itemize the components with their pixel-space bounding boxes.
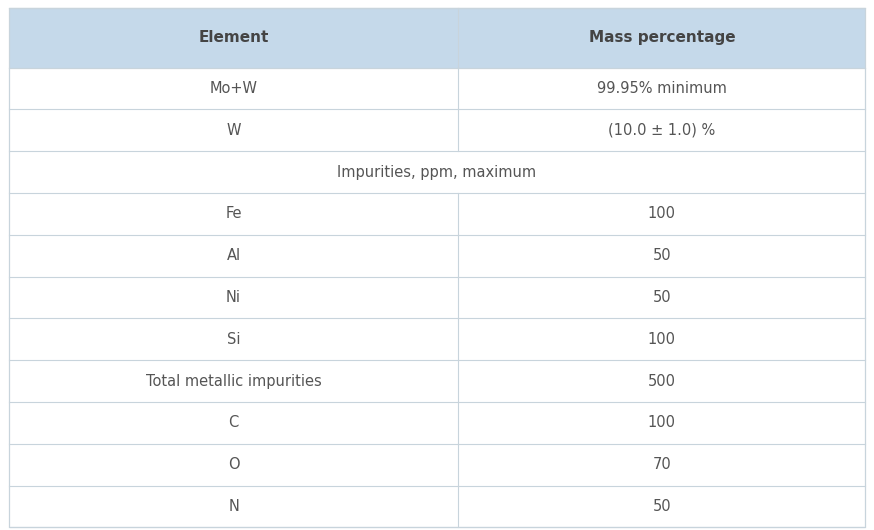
Text: 100: 100 [648,207,676,222]
Bar [9,319,865,360]
Text: Element: Element [198,30,269,46]
Text: Fe: Fe [225,207,242,222]
Text: (10.0 ± 1.0) %: (10.0 ± 1.0) % [608,123,716,138]
Text: 100: 100 [648,332,676,347]
Text: 100: 100 [648,416,676,430]
Text: Si: Si [227,332,240,347]
Text: C: C [228,416,239,430]
Bar [9,402,865,444]
Bar [9,235,865,277]
Bar [9,68,865,110]
Text: 50: 50 [653,290,671,305]
Text: O: O [228,457,239,472]
Bar [9,485,865,527]
Bar [9,360,865,402]
Text: Al: Al [226,248,240,263]
Text: Impurities, ppm, maximum: Impurities, ppm, maximum [337,165,537,180]
Text: Mo+W: Mo+W [210,81,258,96]
Text: 99.95% minimum: 99.95% minimum [597,81,727,96]
Text: Total metallic impurities: Total metallic impurities [146,374,322,388]
Text: 500: 500 [648,374,676,388]
Text: Ni: Ni [226,290,241,305]
Text: N: N [228,499,239,514]
Bar [9,444,865,485]
Bar [9,110,865,151]
Bar [9,151,865,193]
Text: W: W [226,123,241,138]
Text: 50: 50 [653,499,671,514]
Text: 50: 50 [653,248,671,263]
Bar [9,193,865,235]
Bar [9,277,865,319]
Text: 70: 70 [653,457,671,472]
Text: Mass percentage: Mass percentage [588,30,735,46]
Bar [9,8,865,68]
